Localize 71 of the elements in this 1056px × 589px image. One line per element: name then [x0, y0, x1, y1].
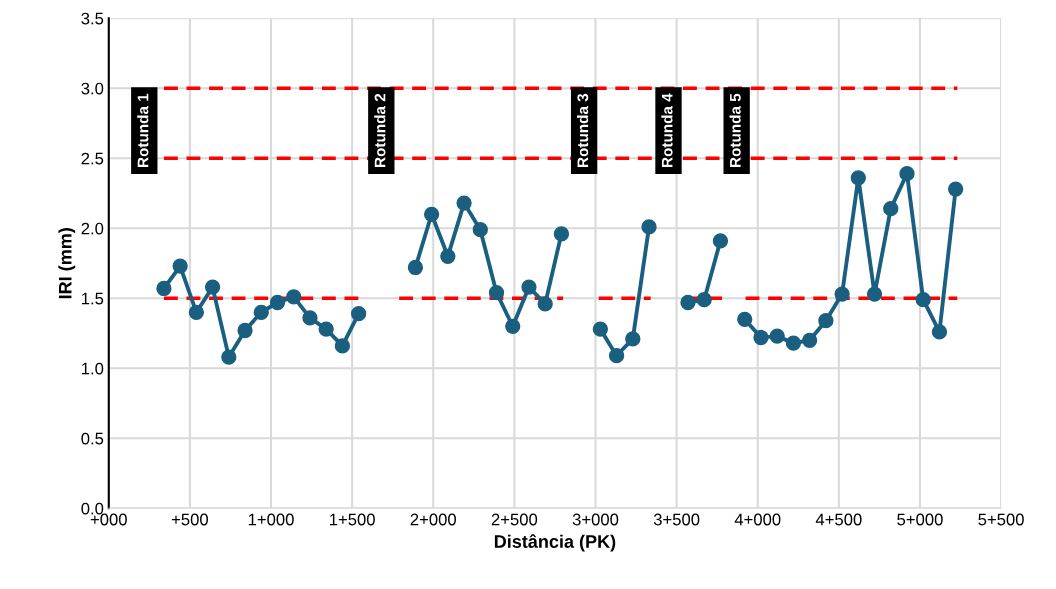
point [915, 292, 931, 308]
point [769, 328, 785, 344]
x-tick-label: 4+500 [815, 513, 862, 526]
point [423, 206, 440, 222]
annotation: Rotunda 3 [577, 93, 589, 167]
point [237, 322, 253, 339]
point [696, 292, 712, 308]
point [521, 279, 537, 295]
point [553, 226, 570, 242]
x-tick-label: 2+000 [410, 513, 456, 526]
y-axis-title: IRI (mm) [58, 228, 76, 299]
point [883, 201, 899, 217]
x-tick-label: 5+500 [978, 513, 1024, 526]
point [948, 181, 964, 197]
x-tick-label: 1+500 [330, 513, 375, 526]
x-tick-label: 1+000 [248, 513, 294, 526]
point [172, 258, 188, 274]
point [440, 248, 456, 264]
point [156, 280, 172, 297]
annotation: Rotunda 1 [137, 93, 149, 167]
point [737, 311, 753, 327]
point [318, 321, 334, 337]
point [269, 294, 286, 311]
point [286, 289, 302, 305]
point [850, 170, 866, 186]
y-tick-label: 0.0 [81, 502, 104, 515]
point [625, 331, 641, 347]
y-tick-label: 1.0 [82, 362, 104, 375]
x-tick-label: 3+000 [572, 513, 619, 526]
point [680, 294, 696, 311]
x-axis-title: Distância (PK) [494, 534, 616, 552]
point [899, 166, 915, 182]
point [456, 195, 472, 211]
x-tick-label: 3+500 [653, 513, 700, 526]
y-tick-label: 3.0 [81, 82, 104, 95]
point [488, 285, 505, 301]
x-tick-label: 2+500 [491, 513, 538, 526]
point [712, 233, 729, 249]
point [537, 296, 553, 312]
point [641, 219, 657, 235]
point [834, 286, 850, 302]
point [818, 313, 834, 329]
point [608, 348, 625, 364]
y-tick-label: 2.5 [81, 152, 104, 165]
point [253, 304, 269, 320]
x-tick-label: 5+000 [897, 513, 943, 526]
x-tick-label: +500 [171, 513, 209, 526]
point [407, 259, 424, 276]
y-tick-label: 0.5 [81, 432, 104, 445]
y-tick-label: 3.5 [81, 12, 104, 25]
point [472, 222, 488, 238]
x-tick-label: 4+000 [734, 513, 781, 526]
point [592, 321, 608, 337]
point [785, 335, 802, 351]
point [302, 310, 318, 326]
annotation: Rotunda 2 [374, 93, 386, 167]
y-tick-label: 1.5 [82, 292, 104, 305]
point [753, 329, 769, 346]
point [334, 338, 351, 354]
point [802, 332, 818, 348]
point [505, 318, 521, 334]
point [350, 306, 367, 322]
point [188, 304, 205, 320]
x-tick-label: +000 [90, 513, 127, 526]
annotation: Rotunda 4 [661, 93, 673, 167]
y-tick-label: 2.0 [81, 222, 104, 235]
annotation: Rotunda 5 [729, 93, 741, 167]
point [866, 286, 883, 302]
point [204, 279, 221, 295]
point [931, 324, 948, 340]
point [221, 349, 237, 365]
